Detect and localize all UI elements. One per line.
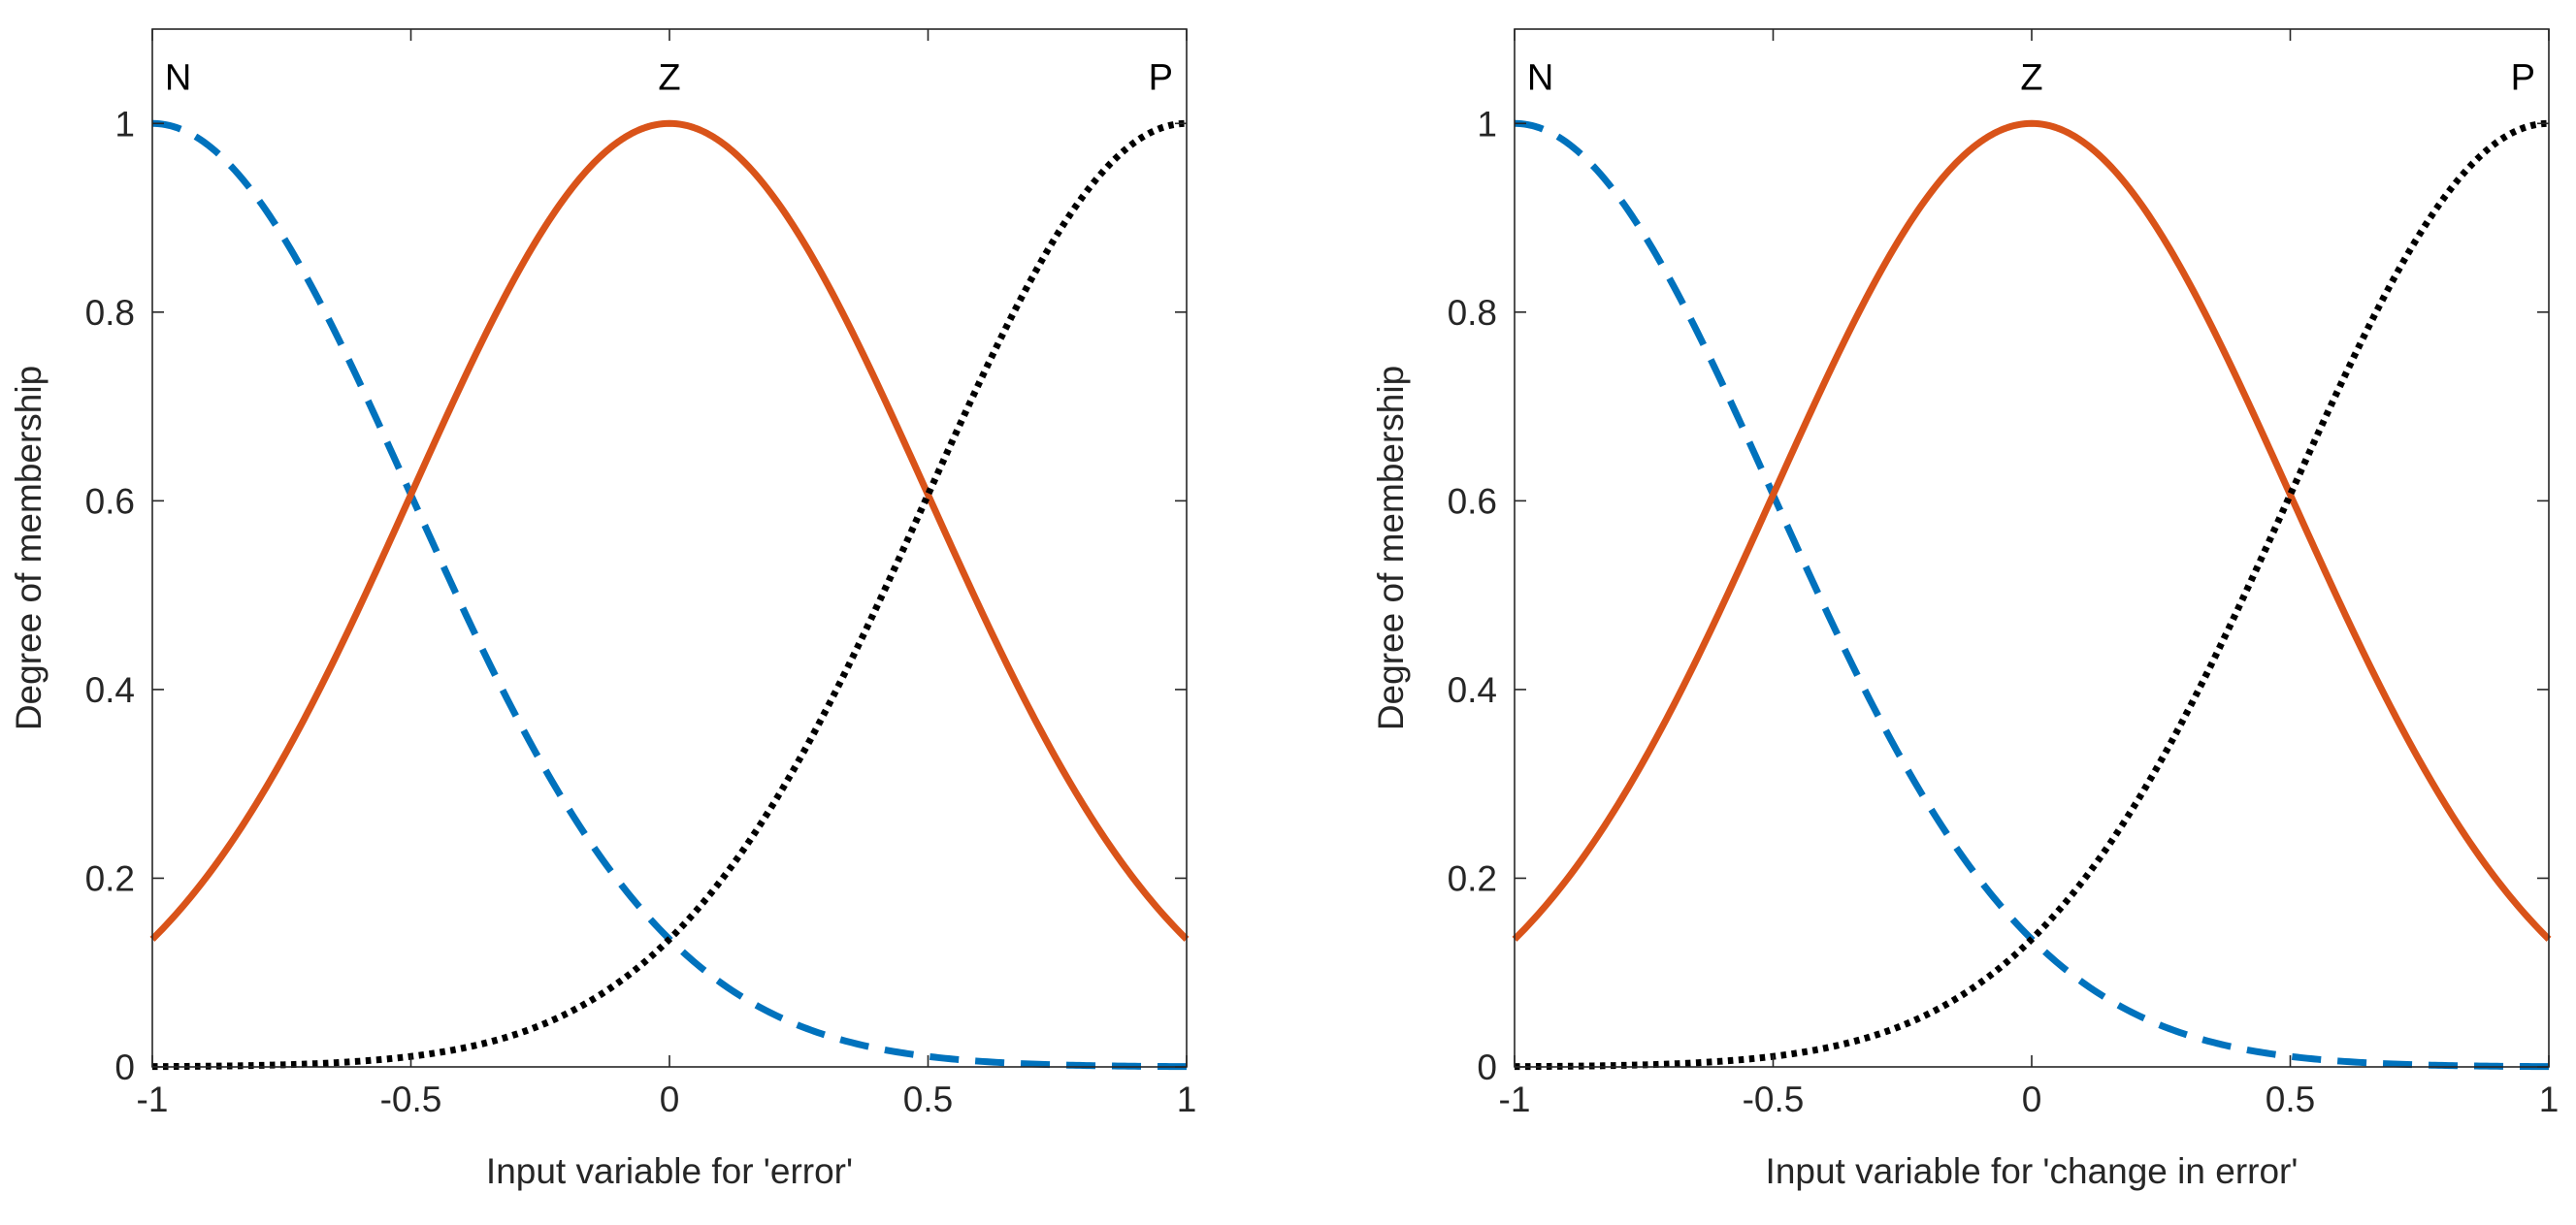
y-tick-label: 0.2	[1448, 858, 1497, 898]
series-group	[1512, 119, 2552, 1071]
y-tick-label: 0.6	[85, 481, 135, 521]
x-tick-label: -1	[1499, 1080, 1531, 1119]
x-tick-label: -1	[137, 1080, 169, 1119]
chart-panel-1: -1 -0.5 0 0.5 1 0 0.2 0.4 0.6 0.8 1 Input variable …	[9, 28, 1197, 1191]
x-tick-label: 0.5	[903, 1080, 953, 1119]
mf-label-n: N	[1527, 58, 1553, 99]
y-tick-label: 0.8	[1448, 293, 1497, 333]
series-line-z	[149, 119, 1190, 942]
mf-label-z: Z	[658, 58, 680, 99]
mf-label-p: P	[2511, 58, 2535, 99]
y-axis-label: Degree of membership	[9, 366, 49, 730]
x-tick-label: -0.5	[380, 1080, 442, 1119]
series-group	[149, 119, 1190, 1071]
series-line-n	[1514, 119, 2550, 1071]
mf-label-n: N	[165, 58, 191, 99]
mf-label-z: Z	[2020, 58, 2042, 99]
y-tick-label: 1	[114, 104, 135, 144]
y-tick-label: 0.8	[85, 293, 135, 333]
y-tick-label: 0.6	[1448, 481, 1497, 521]
x-axis-label: Input variable for 'error'	[486, 1151, 853, 1191]
x-tick-label: 0.5	[2266, 1080, 2315, 1119]
x-tick-label: 1	[1177, 1080, 1197, 1119]
series-line-z	[1512, 119, 2552, 942]
x-tick-label: 0	[660, 1080, 680, 1119]
chart-panel-2: -1 -0.5 0 0.5 1 0 0.2 0.4 0.6 0.8 1 Input variable …	[1371, 28, 2560, 1191]
x-tick-label: 1	[2539, 1080, 2560, 1119]
x-tick-label: 0	[2022, 1080, 2042, 1119]
y-tick-label: 0.4	[85, 670, 135, 710]
y-tick-label: 0	[114, 1048, 135, 1087]
y-tick-label: 1	[1477, 104, 1497, 144]
axes-box	[1514, 28, 2550, 1068]
y-tick-label: 0.4	[1448, 670, 1497, 710]
y-tick-label: 0	[1477, 1048, 1497, 1087]
y-tick-label: 0.2	[85, 858, 135, 898]
x-axis-label: Input variable for 'change in error'	[1766, 1151, 2299, 1191]
x-tick-label: -0.5	[1743, 1080, 1805, 1119]
series-line-n	[151, 119, 1188, 1071]
y-axis-label: Degree of membership	[1371, 366, 1411, 730]
series-line-p	[151, 119, 1188, 1071]
mf-label-p: P	[1149, 58, 1173, 99]
series-line-p	[1514, 119, 2550, 1071]
axes-box	[151, 28, 1188, 1068]
